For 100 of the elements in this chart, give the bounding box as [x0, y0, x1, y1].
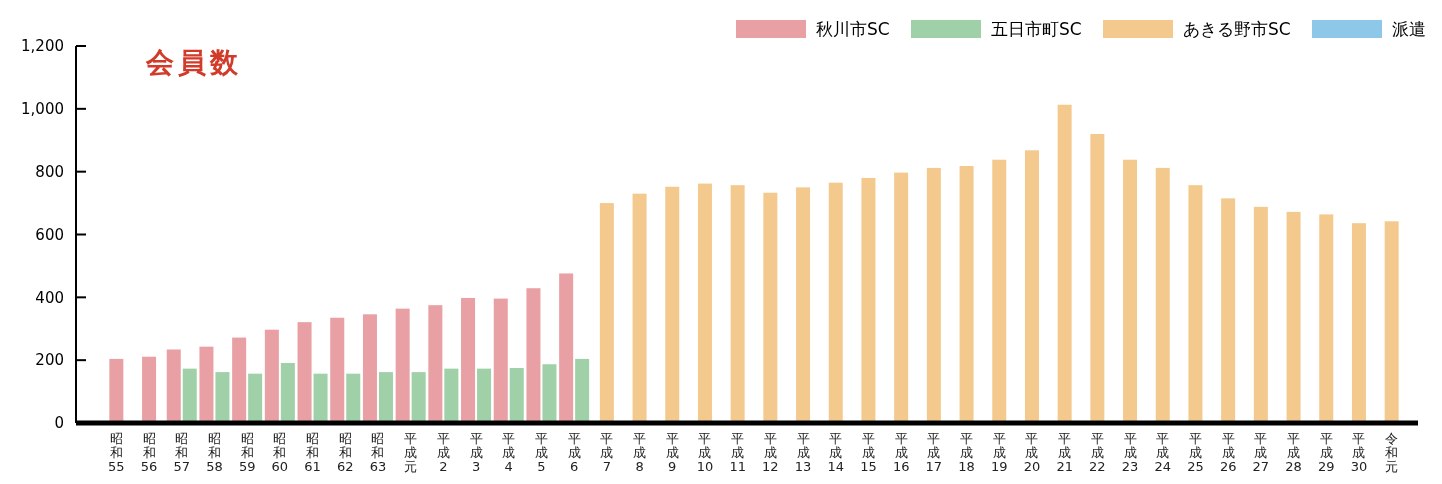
bar: [509, 368, 524, 423]
bar: [1188, 185, 1203, 423]
x-tick-label: 平成26: [1219, 431, 1237, 474]
bar: [559, 273, 574, 423]
bar: [1057, 104, 1072, 423]
x-tick-label: 平成30: [1350, 431, 1368, 474]
x-tick-label: 昭和61: [304, 431, 321, 474]
x-tick-label: 平成17: [925, 431, 943, 474]
x-tick-label: 平成29: [1317, 431, 1335, 474]
bar: [411, 372, 426, 423]
bar: [1319, 214, 1334, 423]
legend-label: 五日市町SC: [991, 18, 1082, 39]
bar: [730, 185, 745, 423]
x-tick-label: 昭和56: [140, 431, 158, 474]
bar: [330, 317, 345, 423]
x-tick-label: 平成25: [1187, 431, 1204, 474]
bar: [378, 372, 393, 423]
x-tick-label: 昭和62: [336, 431, 354, 474]
bar: [1090, 133, 1105, 423]
x-tick-label: 昭和58: [206, 431, 223, 474]
x-tick-label: 昭和57: [173, 431, 191, 474]
bar: [280, 362, 295, 423]
x-tick-label: 平成元: [404, 431, 418, 474]
bar: [232, 337, 247, 423]
bar: [215, 372, 230, 423]
bar: [992, 159, 1007, 423]
bar: [182, 368, 197, 423]
y-tick-label: 1,200: [21, 37, 64, 56]
bar: [959, 166, 974, 423]
bar: [297, 322, 312, 423]
bar: [313, 373, 328, 423]
bar: [828, 182, 843, 423]
chart-title: 会員数: [145, 46, 242, 79]
x-tick-label: 平成18: [958, 431, 975, 474]
bar: [665, 186, 680, 423]
bar: [599, 203, 614, 423]
x-tick-label: 平成14: [827, 431, 845, 474]
bar: [264, 329, 279, 423]
x-tick-label: 平成11: [729, 431, 746, 474]
bar: [346, 373, 361, 423]
bar: [1155, 167, 1170, 423]
x-tick-label: 平成21: [1056, 431, 1073, 474]
bar: [1024, 150, 1039, 423]
x-tick-label: 平成24: [1154, 431, 1172, 474]
bar: [461, 297, 476, 423]
x-tick-label: 昭和59: [238, 431, 256, 474]
bar: [166, 349, 181, 423]
bar: [526, 288, 541, 423]
bar: [395, 308, 410, 423]
x-tick-label: 平成23: [1121, 431, 1139, 474]
x-tick-label: 平成7: [600, 431, 614, 474]
bar: [362, 314, 377, 423]
x-tick-label: 平成22: [1089, 431, 1106, 474]
y-tick-label: 1,000: [21, 100, 64, 119]
bar: [894, 172, 909, 423]
y-tick-label: 800: [35, 162, 64, 181]
bar: [575, 358, 590, 423]
bar: [632, 193, 647, 423]
bar: [1286, 211, 1301, 423]
x-tick-label: 昭和55: [108, 431, 125, 474]
bar: [1123, 159, 1138, 423]
bar: [444, 368, 459, 423]
x-tick-label: 平成15: [860, 431, 877, 474]
bar: [697, 183, 712, 423]
bar: [248, 373, 263, 423]
x-tick-label: 平成12: [762, 431, 779, 474]
x-tick-label: 平成27: [1252, 431, 1270, 474]
bar: [199, 346, 214, 423]
y-tick-label: 200: [35, 351, 64, 370]
bar: [428, 305, 443, 423]
bar: [1253, 206, 1268, 423]
x-tick-label: 平成8: [633, 431, 647, 474]
x-tick-label: 平成4: [502, 431, 516, 474]
x-tick-label: 昭和60: [271, 431, 289, 474]
bar: [796, 187, 811, 423]
x-tick-label: 平成19: [990, 431, 1008, 474]
y-tick-label: 400: [35, 288, 64, 307]
bar: [1384, 221, 1399, 423]
x-tick-label: 平成10: [696, 431, 714, 474]
x-tick-label: 平成16: [892, 431, 910, 474]
x-tick-label: 平成13: [794, 431, 812, 474]
x-tick-label: 平成20: [1023, 431, 1041, 474]
bar: [493, 298, 508, 423]
y-tick-label: 0: [54, 414, 64, 433]
legend-label: 派遣: [1392, 18, 1426, 39]
bar: [1351, 223, 1366, 423]
bar: [926, 167, 941, 423]
x-tick-label: 平成3: [469, 431, 483, 474]
bar: [763, 192, 778, 423]
x-tick-label: 昭和63: [369, 431, 387, 474]
y-tick-label: 600: [35, 225, 64, 244]
legend-label: あきる野市SC: [1183, 18, 1291, 39]
x-tick-label: 平成28: [1285, 431, 1302, 474]
legend-label: 秋川市SC: [816, 18, 890, 39]
x-tick-label: 令和元: [1385, 431, 1399, 474]
bar: [477, 368, 492, 423]
bar: [861, 177, 876, 423]
x-tick-label: 平成5: [534, 431, 548, 474]
x-tick-label: 平成6: [567, 431, 581, 474]
x-tick-label: 平成2: [436, 431, 450, 474]
